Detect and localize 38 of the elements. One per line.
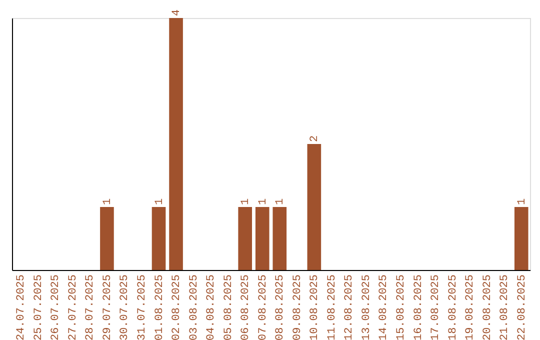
x-tick-label: 09.08.2025 bbox=[292, 274, 304, 340]
x-tick-label: 24.07.2025 bbox=[16, 274, 28, 340]
x-tick-label: 31.07.2025 bbox=[136, 274, 148, 340]
x-tick-label: 27.07.2025 bbox=[67, 274, 80, 340]
x-tick-label: 18.08.2025 bbox=[447, 274, 460, 340]
data-label: 1 bbox=[240, 198, 252, 205]
x-tick-label: 19.08.2025 bbox=[464, 274, 477, 340]
data-label: 1 bbox=[257, 198, 270, 205]
x-tick-label: 03.08.2025 bbox=[188, 274, 200, 340]
x-tick-label: 11.08.2025 bbox=[326, 274, 338, 340]
x-tick-label: 06.08.2025 bbox=[240, 274, 252, 340]
x-tick-label: 07.08.2025 bbox=[257, 274, 270, 340]
x-tick-label: 13.08.2025 bbox=[360, 274, 373, 340]
x-tick-label: 26.07.2025 bbox=[50, 274, 62, 340]
data-label: 2 bbox=[309, 135, 322, 142]
x-tick-label: 04.08.2025 bbox=[206, 274, 218, 340]
data-label: 4 bbox=[171, 9, 184, 16]
x-tick-label: 02.08.2025 bbox=[171, 274, 184, 340]
x-tick-label: 08.08.2025 bbox=[274, 274, 287, 340]
data-label: 1 bbox=[274, 198, 287, 205]
x-tick-label: 30.07.2025 bbox=[119, 274, 132, 340]
x-tick-label: 29.07.2025 bbox=[102, 274, 114, 340]
x-tick-label: 28.07.2025 bbox=[84, 274, 97, 340]
x-tick-label: 25.07.2025 bbox=[32, 274, 45, 340]
x-tick-label: 12.08.2025 bbox=[344, 274, 356, 340]
x-tick-label: 21.08.2025 bbox=[499, 274, 512, 340]
x-tick-label: 10.08.2025 bbox=[309, 274, 322, 340]
x-tick-label: 17.08.2025 bbox=[430, 274, 442, 340]
x-tick-label: 22.08.2025 bbox=[516, 274, 528, 340]
x-tick-label: 01.08.2025 bbox=[154, 274, 166, 340]
data-label: 1 bbox=[516, 198, 528, 205]
x-tick-label: 20.08.2025 bbox=[482, 274, 494, 340]
data-label: 1 bbox=[102, 198, 114, 205]
data-label: 1 bbox=[154, 198, 166, 205]
x-tick-label: 05.08.2025 bbox=[222, 274, 235, 340]
x-tick-label: 14.08.2025 bbox=[378, 274, 390, 340]
x-tick-label: 16.08.2025 bbox=[412, 274, 425, 340]
x-tick-label: 15.08.2025 bbox=[396, 274, 408, 340]
